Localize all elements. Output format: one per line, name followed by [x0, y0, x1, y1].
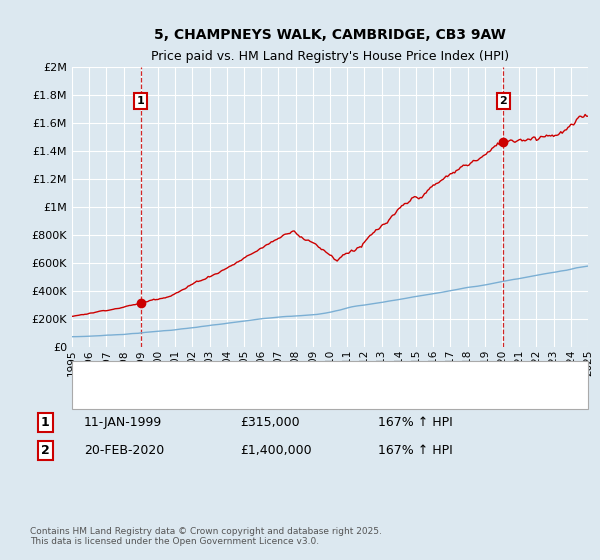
- Text: HPI: Average price, semi-detached house, Cambridge: HPI: Average price, semi-detached house,…: [117, 390, 396, 400]
- Text: 20-FEB-2020: 20-FEB-2020: [84, 444, 164, 458]
- Text: 5, CHAMPNEYS WALK, CAMBRIDGE, CB3 9AW: 5, CHAMPNEYS WALK, CAMBRIDGE, CB3 9AW: [154, 28, 506, 42]
- Text: £315,000: £315,000: [240, 416, 299, 430]
- Text: Contains HM Land Registry data © Crown copyright and database right 2025.
This d: Contains HM Land Registry data © Crown c…: [30, 526, 382, 546]
- Text: 2: 2: [500, 96, 508, 106]
- Text: 167% ↑ HPI: 167% ↑ HPI: [378, 416, 453, 430]
- Text: £1,400,000: £1,400,000: [240, 444, 311, 458]
- Text: 2: 2: [41, 444, 49, 458]
- Text: 11-JAN-1999: 11-JAN-1999: [84, 416, 162, 430]
- Text: 1: 1: [137, 96, 145, 106]
- Text: Price paid vs. HM Land Registry's House Price Index (HPI): Price paid vs. HM Land Registry's House …: [151, 50, 509, 63]
- Text: 1: 1: [41, 416, 49, 430]
- Text: 167% ↑ HPI: 167% ↑ HPI: [378, 444, 453, 458]
- Text: 5, CHAMPNEYS WALK, CAMBRIDGE, CB3 9AW (semi-detached house): 5, CHAMPNEYS WALK, CAMBRIDGE, CB3 9AW (s…: [117, 368, 475, 379]
